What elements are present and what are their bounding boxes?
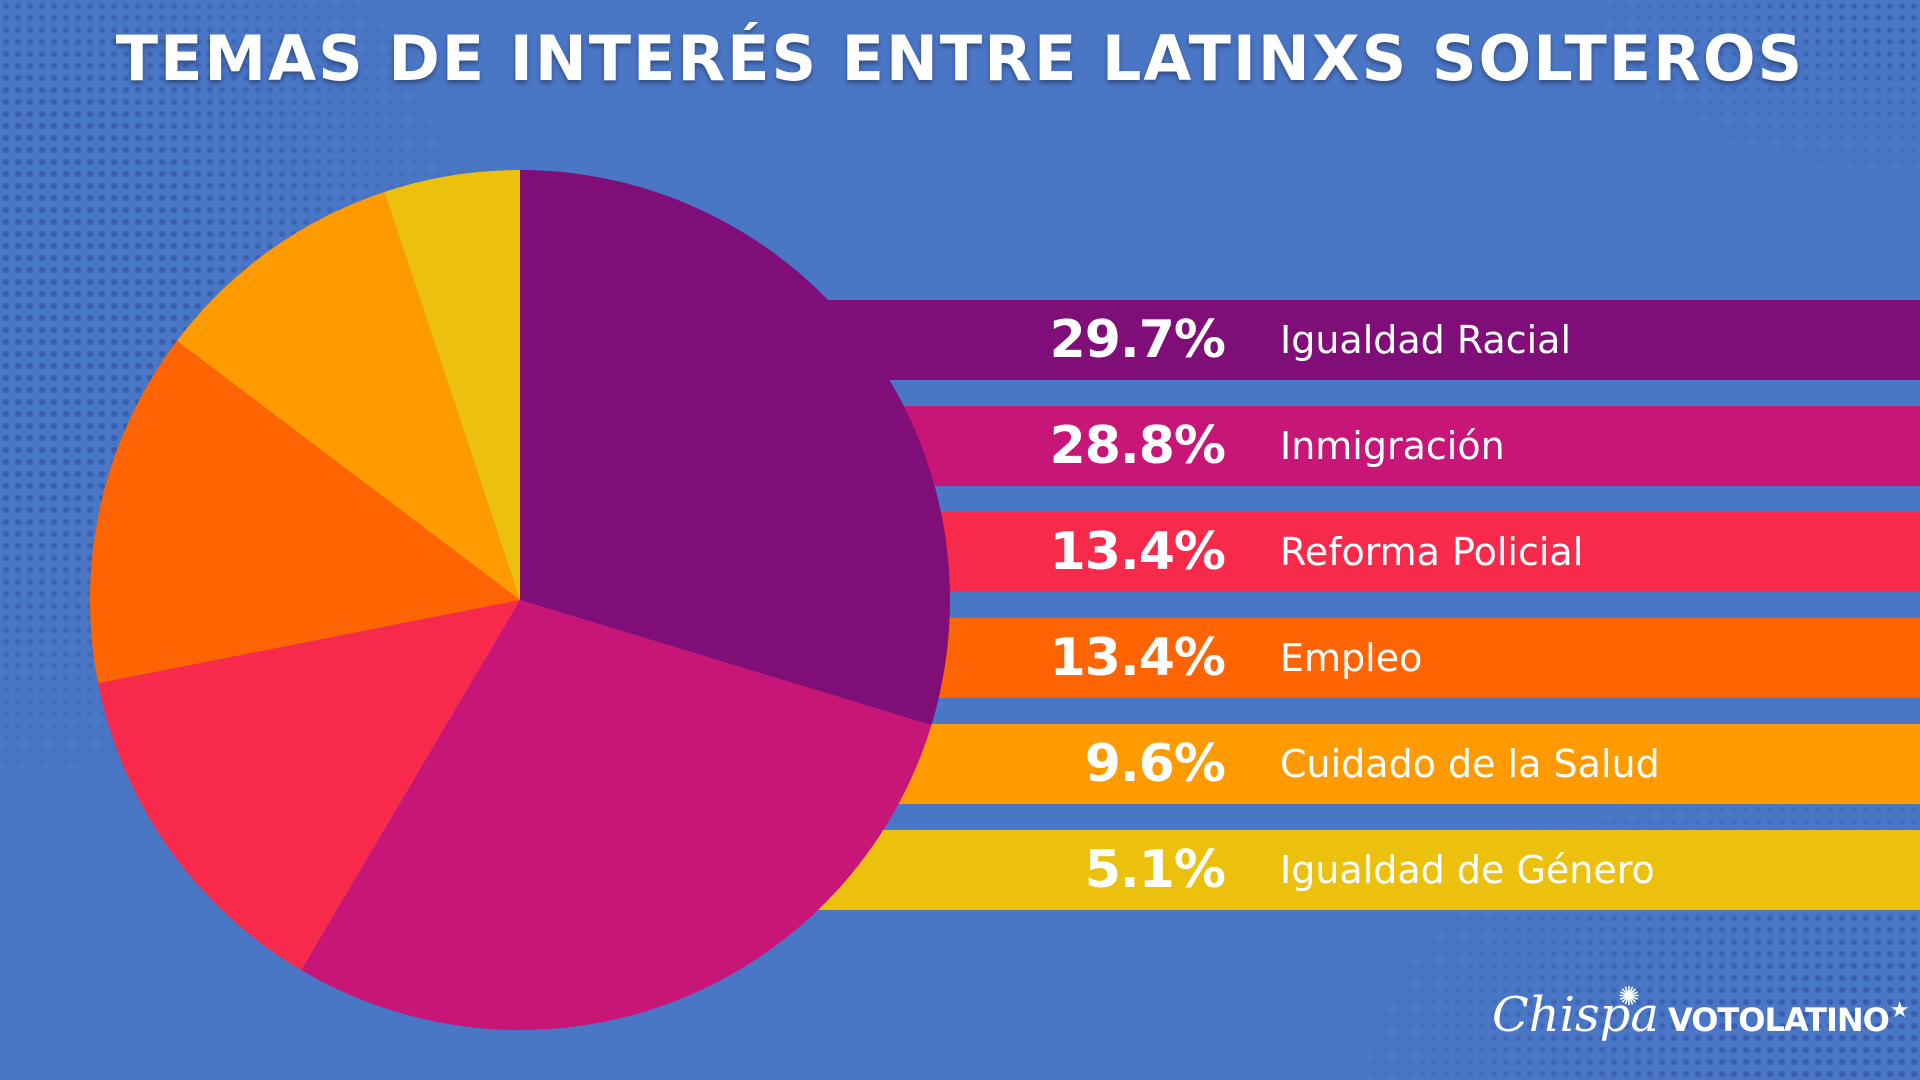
legend-label: Inmigración xyxy=(1280,424,1505,468)
legend-value: 9.6% xyxy=(1084,734,1226,794)
legend-band xyxy=(780,830,1920,910)
sparkle-icon: ✺ xyxy=(1618,982,1640,1012)
votolatino-logo: VOTOLATINO★ xyxy=(1668,990,1910,1050)
legend-band xyxy=(780,406,1920,486)
legend-value: 13.4% xyxy=(1049,522,1226,582)
legend-label: Empleo xyxy=(1280,636,1423,680)
legend-value: 5.1% xyxy=(1084,840,1226,900)
votolatino-logo-text: VOTOLATINO xyxy=(1668,1001,1890,1039)
legend-band xyxy=(780,300,1920,380)
legend-band xyxy=(780,512,1920,592)
pie-slice xyxy=(301,600,932,1031)
chispa-logo-text: Chispa xyxy=(1492,987,1659,1043)
legend-value: 29.7% xyxy=(1049,310,1226,370)
chart-title: TEMAS DE INTERÉS ENTRE LATINXS SOLTEROS xyxy=(115,22,1805,95)
chispa-logo: Chispa ✺ xyxy=(1492,980,1659,1050)
legend-band xyxy=(780,724,1920,804)
pie-slice xyxy=(384,170,520,600)
pie-slice xyxy=(520,170,951,726)
legend-value: 13.4% xyxy=(1049,628,1226,688)
star-icon: ★ xyxy=(1889,998,1910,1023)
pie-slice xyxy=(98,600,520,971)
legend-label: Reforma Policial xyxy=(1280,530,1584,574)
legend-label: Igualdad Racial xyxy=(1280,318,1572,362)
pie-slice xyxy=(176,191,520,600)
legend-value: 28.8% xyxy=(1049,416,1226,476)
legend-band xyxy=(780,618,1920,698)
pie-slice xyxy=(89,340,520,684)
legend-label: Cuidado de la Salud xyxy=(1280,742,1660,786)
legend-label: Igualdad de Género xyxy=(1280,848,1655,892)
